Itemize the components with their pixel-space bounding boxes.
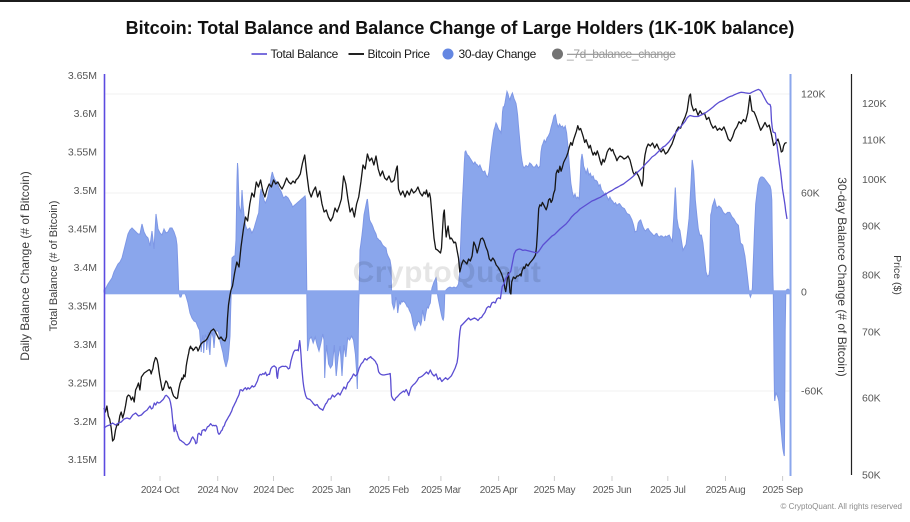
svg-text:2025 Jun: 2025 Jun (593, 485, 632, 496)
svg-text:2025 Apr: 2025 Apr (480, 485, 519, 496)
svg-text:2025 Aug: 2025 Aug (706, 485, 746, 496)
svg-text:90K: 90K (862, 221, 881, 233)
svg-text:120K: 120K (801, 89, 826, 101)
svg-text:3.6M: 3.6M (74, 108, 97, 120)
svg-text:2024 Dec: 2024 Dec (253, 485, 294, 496)
svg-text:3.55M: 3.55M (68, 147, 97, 159)
svg-text:2025 Jan: 2025 Jan (312, 485, 351, 496)
svg-text:Total Balance (# of Bitcoin): Total Balance (# of Bitcoin) (48, 201, 60, 332)
svg-text:3.25M: 3.25M (68, 377, 97, 389)
svg-text:30-day Change: 30-day Change (459, 47, 537, 61)
svg-text:Price ($): Price ($) (891, 255, 903, 295)
svg-text:2025 Sep: 2025 Sep (762, 485, 803, 496)
svg-text:0: 0 (801, 287, 807, 299)
svg-text:Bitcoin: Total Balance and Bal: Bitcoin: Total Balance and Balance Chang… (126, 18, 795, 38)
svg-text:3.3M: 3.3M (74, 339, 97, 351)
svg-text:60K: 60K (801, 188, 820, 200)
svg-text:110K: 110K (862, 135, 886, 147)
svg-text:© CryptoQuant. All rights rese: © CryptoQuant. All rights reserved (781, 502, 903, 511)
svg-text:80K: 80K (862, 270, 881, 282)
svg-text:Daily Balance Change (# of Bit: Daily Balance Change (# of Bitcoin) (18, 171, 32, 360)
svg-text:3.5M: 3.5M (74, 185, 97, 197)
svg-text:3.45M: 3.45M (68, 224, 97, 236)
svg-text:60K: 60K (862, 393, 881, 405)
svg-text:_7d_balance_change: _7d_balance_change (566, 47, 676, 61)
svg-text:Total Balance: Total Balance (271, 47, 339, 61)
svg-text:3.4M: 3.4M (74, 262, 97, 274)
svg-text:2025 Feb: 2025 Feb (369, 485, 410, 496)
svg-text:3.15M: 3.15M (68, 454, 97, 466)
svg-text:100K: 100K (862, 174, 887, 186)
svg-text:Bitcoin Price: Bitcoin Price (368, 47, 431, 61)
svg-text:2024 Oct: 2024 Oct (141, 485, 180, 496)
svg-text:2025 May: 2025 May (534, 485, 576, 496)
svg-text:3.35M: 3.35M (68, 300, 97, 312)
svg-text:30-day Balance Change (# of Bi: 30-day Balance Change (# of Bitcoin) (835, 177, 849, 376)
svg-text:2025 Mar: 2025 Mar (421, 485, 462, 496)
svg-text:70K: 70K (862, 327, 881, 339)
svg-text:3.2M: 3.2M (74, 416, 97, 428)
svg-text:3.65M: 3.65M (68, 70, 97, 82)
svg-text:50K: 50K (862, 470, 881, 482)
svg-text:120K: 120K (862, 98, 887, 110)
svg-text:2024 Nov: 2024 Nov (197, 485, 238, 496)
svg-text:2025 Jul: 2025 Jul (650, 485, 685, 496)
svg-text:-60K: -60K (801, 386, 823, 398)
